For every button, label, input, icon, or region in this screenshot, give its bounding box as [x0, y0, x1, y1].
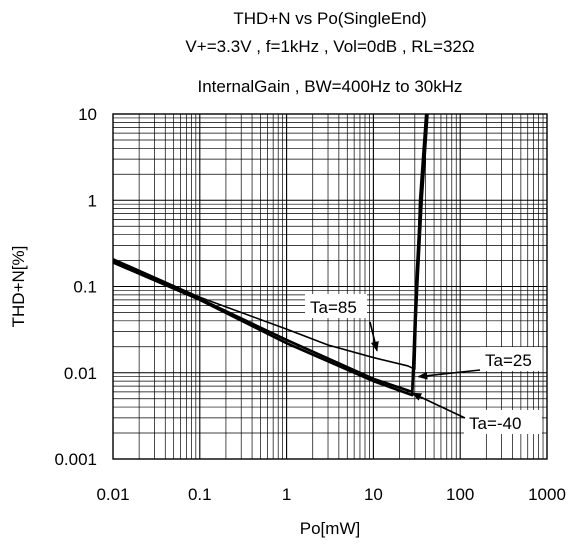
chart-titles: THD+N vs Po(SingleEnd) V+=3.3V , f=1kHz ,…	[185, 9, 474, 96]
y-tick-label: 10	[78, 105, 97, 124]
x-tick-label: 100	[446, 485, 474, 504]
annotation-arrow	[417, 369, 481, 380]
x-tick-labels: 0.01 0.1 1 10 100 1000	[96, 485, 565, 504]
annotation-ta40: Ta=-40	[411, 392, 542, 434]
series-line-ta25	[113, 114, 429, 394]
annotation-label: Ta=85	[310, 298, 357, 317]
chart-title-line: THD+N vs Po(SingleEnd)	[233, 9, 426, 28]
y-tick-label: 0.01	[64, 364, 97, 383]
plot-frame	[112, 113, 548, 460]
series-lines	[113, 114, 429, 397]
y-tick-labels: 0.001 0.01 0.1 1 10	[54, 105, 97, 469]
annotation-label: Ta=25	[485, 351, 532, 370]
plot-border	[112, 113, 548, 460]
x-tick-label: 1	[282, 485, 291, 504]
series-line-ta40	[113, 114, 428, 397]
annotation-arrow	[369, 321, 379, 352]
annotation-box	[464, 410, 542, 434]
x-tick-label: 10	[364, 485, 383, 504]
chart-title-line: InternalGain , BW=400Hz to 30kHz	[197, 77, 462, 96]
annotation-label: Ta=-40	[469, 414, 521, 433]
annotation-box	[480, 347, 542, 371]
x-tick-label: 0.01	[96, 485, 129, 504]
annotation-ta25: Ta=25	[417, 347, 542, 380]
x-tick-label: 1000	[528, 485, 566, 504]
y-tick-label: 0.001	[54, 450, 97, 469]
x-axis-label: Po[mW]	[300, 519, 360, 538]
annotations: Ta=85 Ta=25 Ta=-40	[305, 294, 542, 434]
y-tick-label: 1	[88, 191, 97, 210]
chart-title-line: V+=3.3V , f=1kHz , Vol=0dB , RL=32Ω	[185, 37, 474, 56]
annotation-box	[305, 294, 367, 318]
grid-lines	[113, 114, 547, 459]
annotation-ta85: Ta=85	[305, 294, 379, 352]
annotation-arrow	[411, 392, 466, 419]
y-tick-label: 0.1	[73, 278, 97, 297]
x-tick-label: 0.1	[188, 485, 212, 504]
y-axis-label: THD+N[%]	[9, 246, 28, 328]
